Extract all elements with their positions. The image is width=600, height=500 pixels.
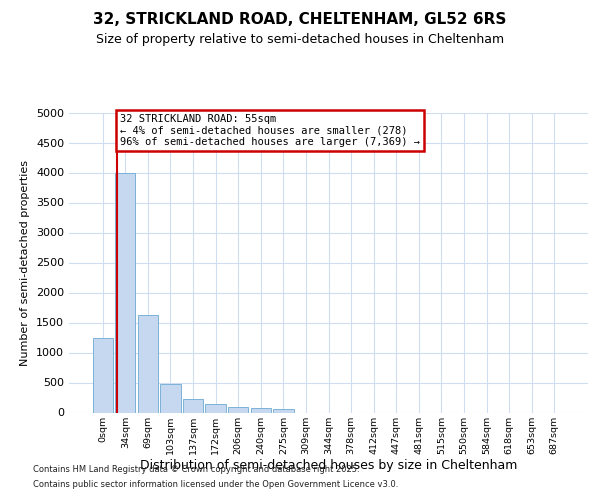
Bar	[273, 409, 293, 412]
Text: Size of property relative to semi-detached houses in Cheltenham: Size of property relative to semi-detach…	[96, 32, 504, 46]
Bar	[205, 404, 226, 412]
Bar	[251, 408, 271, 412]
Y-axis label: Number of semi-detached properties: Number of semi-detached properties	[20, 160, 31, 366]
Bar	[160, 384, 181, 412]
Bar	[183, 400, 203, 412]
Bar	[138, 314, 158, 412]
Bar	[115, 172, 136, 412]
X-axis label: Distribution of semi-detached houses by size in Cheltenham: Distribution of semi-detached houses by …	[140, 459, 517, 472]
Text: Contains HM Land Registry data © Crown copyright and database right 2025.: Contains HM Land Registry data © Crown c…	[33, 465, 359, 474]
Bar	[92, 338, 113, 412]
Bar	[228, 406, 248, 412]
Text: 32 STRICKLAND ROAD: 55sqm
← 4% of semi-detached houses are smaller (278)
96% of : 32 STRICKLAND ROAD: 55sqm ← 4% of semi-d…	[120, 114, 420, 147]
Text: Contains public sector information licensed under the Open Government Licence v3: Contains public sector information licen…	[33, 480, 398, 489]
Text: 32, STRICKLAND ROAD, CHELTENHAM, GL52 6RS: 32, STRICKLAND ROAD, CHELTENHAM, GL52 6R…	[94, 12, 506, 28]
